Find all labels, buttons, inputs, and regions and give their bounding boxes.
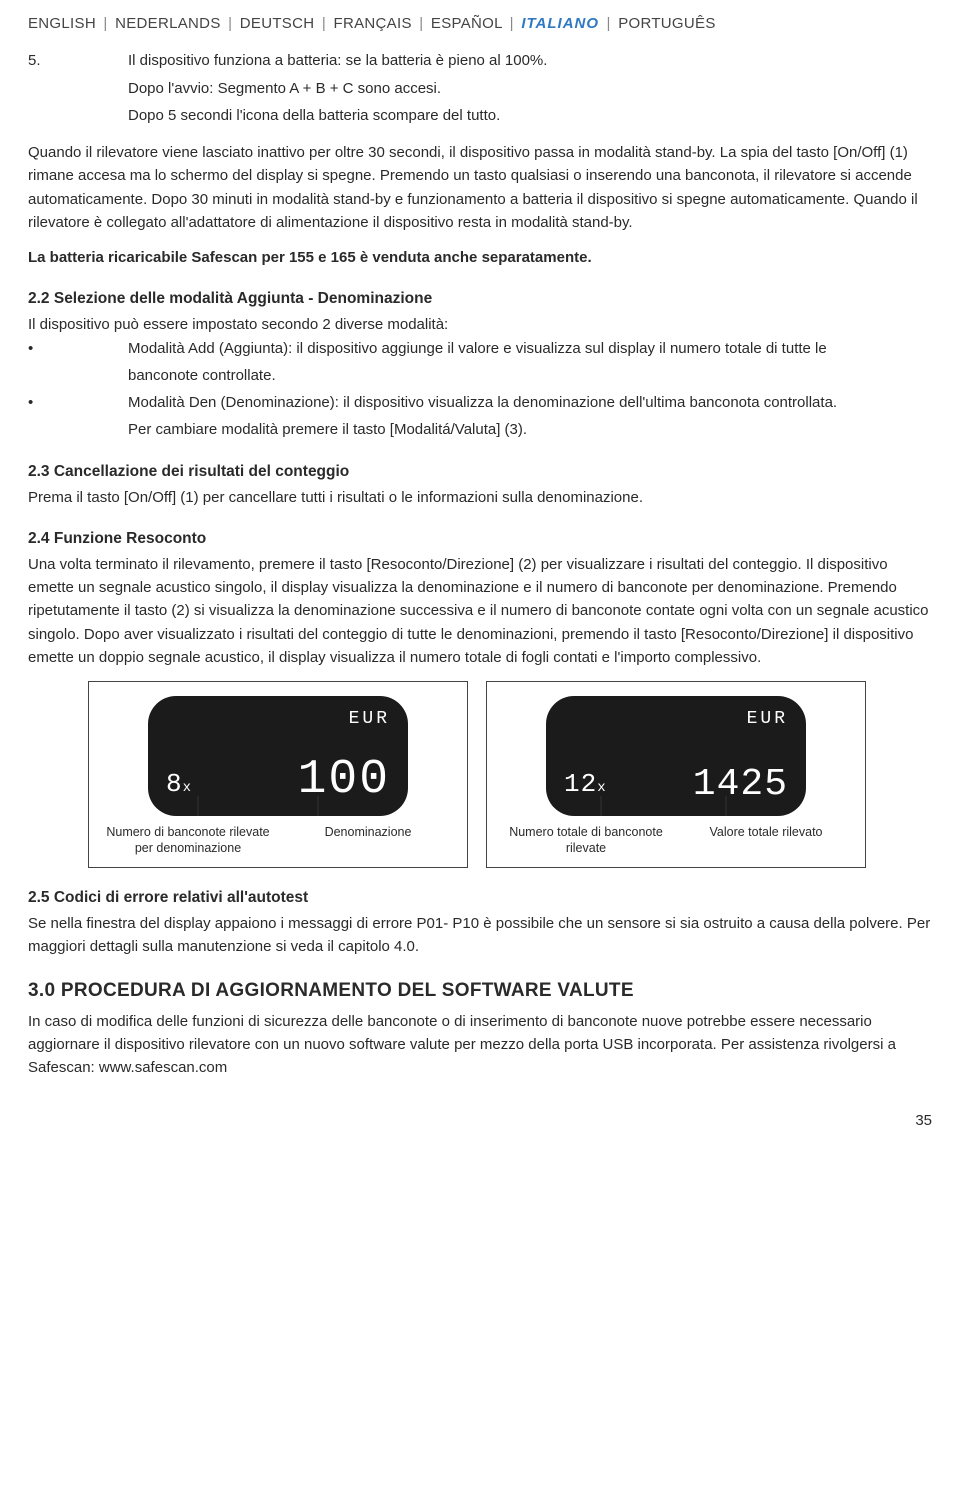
lang-sep: | bbox=[607, 15, 611, 32]
section-3-0-title: 3.0 PROCEDURA DI AGGIORNAMENTO DEL SOFTW… bbox=[28, 976, 932, 1005]
display-box-total: EUR 12x 1425 Numero totale di banconote … bbox=[486, 681, 866, 868]
bullet-text: Modalità Den (Denominazione): il disposi… bbox=[128, 391, 932, 414]
lcd-currency: EUR bbox=[564, 706, 788, 734]
lang-sep: | bbox=[228, 15, 232, 32]
section-2-3-body: Prema il tasto [On/Off] (1) per cancella… bbox=[28, 486, 932, 509]
display-diagrams: EUR 8x 100 Numero di banconote rilevate … bbox=[28, 681, 932, 868]
lang-english[interactable]: ENGLISH bbox=[28, 15, 96, 32]
label-denomination: Denominazione bbox=[283, 824, 453, 857]
lcd-value: 100 bbox=[298, 756, 390, 804]
section-3-0-body: In caso di modifica delle funzioni di si… bbox=[28, 1010, 932, 1080]
label-total-count: Numero totale di banconote rilevate bbox=[501, 824, 671, 857]
lang-sep: | bbox=[322, 15, 326, 32]
item-number: 5. bbox=[28, 49, 128, 72]
language-bar: ENGLISH | NEDERLANDS | DEUTSCH | FRANÇAI… bbox=[28, 12, 932, 35]
lang-espanol[interactable]: ESPAÑOL bbox=[431, 15, 502, 32]
section-2-4-body: Una volta terminato il rilevamento, prem… bbox=[28, 553, 932, 669]
display-labels: Numero totale di banconote rilevate Valo… bbox=[501, 824, 851, 857]
lang-italiano[interactable]: ITALIANO bbox=[521, 15, 599, 32]
lang-portugues[interactable]: PORTUGUÊS bbox=[618, 15, 715, 32]
bold-note: La batteria ricaricabile Safescan per 15… bbox=[28, 246, 932, 269]
lcd-screen: EUR 8x 100 bbox=[148, 696, 408, 816]
lang-nederlands[interactable]: NEDERLANDS bbox=[115, 15, 221, 32]
section-2-4-title: 2.4 Funzione Resoconto bbox=[28, 527, 932, 551]
lcd-value: 1425 bbox=[693, 766, 788, 804]
label-count-per-denom: Numero di banconote rilevate per denomin… bbox=[103, 824, 273, 857]
list-item-5: 5. Il dispositivo funziona a batteria: s… bbox=[28, 49, 932, 72]
display-box-denomination: EUR 8x 100 Numero di banconote rilevate … bbox=[88, 681, 468, 868]
item-text-cont: Dopo 5 secondi l'icona della batteria sc… bbox=[128, 104, 932, 127]
display-labels: Numero di banconote rilevate per denomin… bbox=[103, 824, 453, 857]
bullet-text-cont: Per cambiare modalità premere il tasto [… bbox=[128, 418, 932, 441]
section-2-5-title: 2.5 Codici di errore relativi all'autote… bbox=[28, 886, 932, 910]
bullet-icon: • bbox=[28, 337, 128, 360]
bullet-icon: • bbox=[28, 391, 128, 414]
label-total-value: Valore totale rilevato bbox=[681, 824, 851, 857]
page-number: 35 bbox=[28, 1109, 932, 1132]
section-2-2-intro: Il dispositivo può essere impostato seco… bbox=[28, 313, 932, 336]
section-2-2-title: 2.2 Selezione delle modalità Aggiunta - … bbox=[28, 287, 932, 311]
lang-deutsch[interactable]: DEUTSCH bbox=[240, 15, 315, 32]
lang-sep: | bbox=[510, 15, 514, 32]
lcd-count: 8x bbox=[166, 764, 192, 804]
bullet-item: • Modalità Add (Aggiunta): il dispositiv… bbox=[28, 337, 932, 360]
item-text-cont: Dopo l'avvio: Segmento A + B + C sono ac… bbox=[128, 77, 932, 100]
lang-francais[interactable]: FRANÇAIS bbox=[334, 15, 412, 32]
lang-sep: | bbox=[103, 15, 107, 32]
lcd-currency: EUR bbox=[166, 706, 390, 734]
bullet-text-cont: banconote controllate. bbox=[128, 364, 932, 387]
lcd-screen: EUR 12x 1425 bbox=[546, 696, 806, 816]
lcd-count: 12x bbox=[564, 764, 607, 804]
section-2-3-title: 2.3 Cancellazione dei risultati del cont… bbox=[28, 460, 932, 484]
paragraph: Quando il rilevatore viene lasciato inat… bbox=[28, 141, 932, 234]
section-2-5-body: Se nella finestra del display appaiono i… bbox=[28, 912, 932, 959]
bullet-item: • Modalità Den (Denominazione): il dispo… bbox=[28, 391, 932, 414]
item-text: Il dispositivo funziona a batteria: se l… bbox=[128, 49, 547, 72]
lang-sep: | bbox=[419, 15, 423, 32]
bullet-text: Modalità Add (Aggiunta): il dispositivo … bbox=[128, 337, 932, 360]
